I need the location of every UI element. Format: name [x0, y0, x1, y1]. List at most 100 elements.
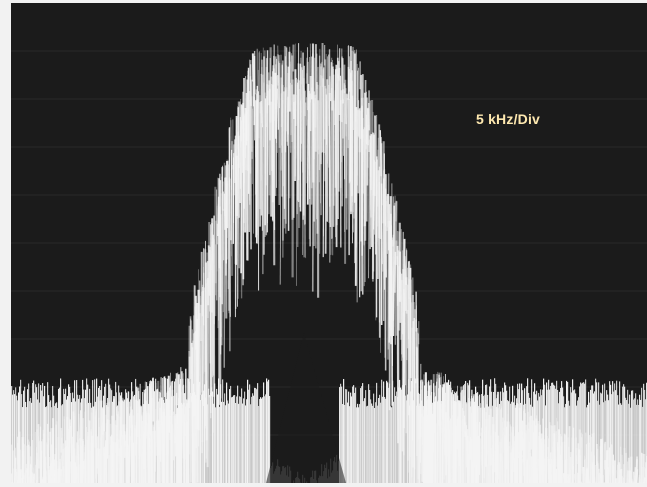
- noise-floor-column: [44, 385, 46, 483]
- noise-floor-column: [130, 399, 132, 483]
- noise-floor-column: [475, 386, 477, 483]
- noise-floor-column: [562, 387, 564, 483]
- noise-floor-column: [623, 384, 625, 483]
- noise-floor-column: [566, 380, 568, 483]
- noise-floor-column: [528, 392, 530, 483]
- noise-floor-column: [558, 403, 560, 483]
- noise-floor-column: [217, 394, 219, 483]
- noise-floor-column: [633, 399, 635, 483]
- noise-floor-column: [108, 378, 110, 483]
- noise-floor-column: [585, 379, 587, 483]
- noise-floor-column: [191, 396, 193, 483]
- noise-floor-column: [344, 404, 346, 483]
- noise-floor-column: [616, 380, 618, 483]
- noise-floor-column: [411, 380, 413, 483]
- noise-floor-column: [159, 398, 161, 483]
- noise-floor-column: [241, 388, 243, 483]
- noise-floor-column: [205, 397, 207, 483]
- noise-floor-column: [120, 395, 122, 483]
- trace-streak: [323, 59, 327, 140]
- noise-floor-column: [36, 387, 38, 483]
- noise-floor-column: [438, 388, 440, 483]
- noise-floor-column: [188, 378, 190, 483]
- noise-floor-column: [444, 384, 446, 483]
- noise-floor-column: [567, 382, 569, 483]
- noise-floor-column: [460, 402, 462, 483]
- noise-floor-column: [373, 393, 375, 483]
- noise-floor-column: [437, 401, 439, 483]
- noise-floor-column: [359, 404, 361, 483]
- noise-floor-column: [193, 383, 195, 483]
- noise-floor-column: [549, 389, 551, 483]
- trace-streak: [354, 107, 358, 286]
- noise-floor-column: [561, 381, 563, 483]
- noise-floor-column: [369, 389, 371, 483]
- noise-floor-column: [72, 392, 74, 483]
- noise-floor-column: [644, 389, 646, 483]
- noise-floor-column: [239, 396, 241, 483]
- noise-floor-column: [131, 382, 133, 483]
- noise-floor-column: [196, 398, 198, 483]
- noise-floor-column: [392, 380, 394, 483]
- noise-floor-column: [240, 396, 242, 483]
- noise-floor-column: [218, 378, 220, 483]
- noise-floor-column: [68, 384, 70, 483]
- noise-floor-column: [38, 383, 40, 483]
- noise-floor-column: [407, 394, 409, 483]
- trace-streak: [300, 67, 303, 162]
- noise-floor-column: [640, 399, 642, 483]
- noise-floor-column: [455, 393, 457, 483]
- noise-floor-column: [545, 405, 547, 483]
- noise-floor-column: [208, 388, 210, 483]
- noise-floor-column: [351, 396, 353, 483]
- trace-streak: [254, 89, 257, 195]
- noise-floor-column: [377, 405, 379, 483]
- noise-floor-column: [30, 397, 32, 483]
- trace-streak: [302, 78, 306, 258]
- noise-floor-column: [641, 387, 643, 483]
- noise-floor-column: [160, 392, 162, 483]
- noise-floor-column: [627, 389, 629, 483]
- noise-floor-column: [350, 392, 352, 483]
- noise-floor-column: [149, 383, 151, 483]
- noise-floor-column: [117, 405, 119, 483]
- noise-floor-column: [142, 392, 144, 483]
- noise-floor-column: [409, 405, 411, 483]
- noise-floor-column: [446, 382, 448, 483]
- noise-floor-column: [450, 381, 452, 483]
- noise-floor-column: [356, 407, 358, 483]
- noise-floor-column: [228, 403, 230, 483]
- noise-floor-column: [116, 406, 118, 483]
- noise-floor-column: [522, 390, 524, 483]
- trace-streak: [305, 57, 308, 84]
- noise-floor-column: [571, 392, 573, 483]
- noise-floor-column: [25, 401, 27, 483]
- noise-floor-column: [341, 386, 343, 483]
- noise-floor-column: [523, 404, 525, 483]
- trace-streak: [304, 102, 307, 225]
- noise-floor-column: [502, 387, 504, 483]
- noise-floor-column: [358, 407, 360, 483]
- noise-floor-column: [417, 378, 419, 483]
- noise-floor-column: [529, 397, 531, 483]
- noise-floor-column: [110, 388, 112, 483]
- noise-floor-column: [435, 396, 437, 483]
- noise-floor-column: [457, 395, 459, 483]
- noise-floor-column: [213, 403, 215, 483]
- noise-floor-column: [393, 401, 395, 483]
- noise-floor-column: [343, 378, 345, 483]
- noise-floor-column: [406, 400, 408, 483]
- noise-floor-column: [554, 385, 556, 483]
- noise-floor-column: [433, 383, 435, 483]
- noise-floor-column: [448, 379, 450, 483]
- noise-floor-column: [18, 392, 20, 483]
- noise-floor-column: [587, 404, 589, 483]
- noise-floor-column: [187, 378, 189, 483]
- noise-floor-column: [484, 407, 486, 483]
- noise-floor-column: [32, 382, 34, 483]
- noise-floor-column: [478, 406, 480, 483]
- noise-floor-column: [134, 394, 136, 483]
- noise-floor-column: [436, 381, 438, 483]
- noise-floor-column: [490, 379, 492, 483]
- noise-floor-column: [21, 394, 23, 483]
